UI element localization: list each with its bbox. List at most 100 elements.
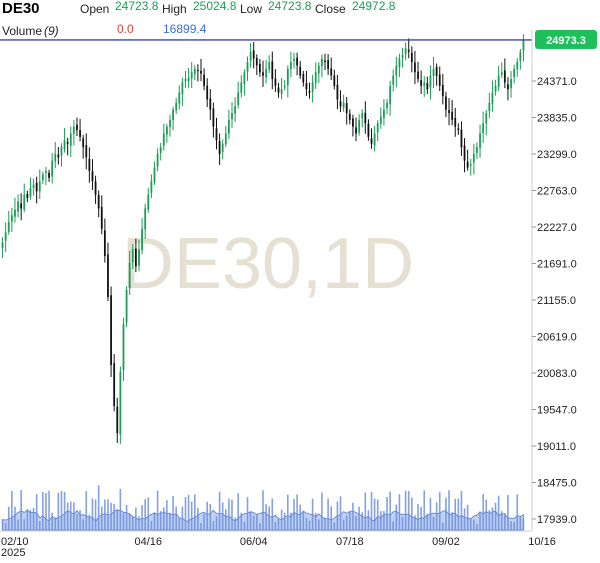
candle-body xyxy=(41,174,44,181)
candle-body xyxy=(376,123,379,133)
volume-bar xyxy=(221,502,224,530)
volume-bar xyxy=(513,521,515,530)
volume-bar xyxy=(17,519,19,530)
low-value: 24723.8 xyxy=(268,0,312,13)
candle-body xyxy=(361,113,364,119)
candle-body xyxy=(193,68,196,75)
candle-body xyxy=(134,248,137,267)
candle-body xyxy=(23,194,26,210)
candle-body xyxy=(395,65,398,76)
low-label: Low xyxy=(240,2,263,16)
candle-body xyxy=(420,80,423,86)
volume-bar xyxy=(476,523,478,530)
candle-body xyxy=(116,406,119,434)
volume-value-1: 0.0 xyxy=(117,22,134,36)
volume-bar xyxy=(417,503,419,530)
volume-bar xyxy=(345,515,348,530)
volume-bar xyxy=(119,488,122,530)
volume-bar xyxy=(392,521,395,530)
candle-body xyxy=(221,143,224,152)
last-price-label: 24973.3 xyxy=(546,35,586,47)
volume-bar xyxy=(209,503,212,530)
volume-bar xyxy=(327,498,329,530)
candle-body xyxy=(79,130,81,137)
volume-bar xyxy=(349,511,351,530)
volume-bar xyxy=(507,494,509,530)
volume-bar xyxy=(159,511,162,530)
volume-bar xyxy=(463,508,466,530)
volume-bar xyxy=(135,507,137,530)
volume-bar xyxy=(45,492,47,530)
volume-bar xyxy=(23,519,26,530)
candle-body xyxy=(392,75,395,85)
candle-body xyxy=(417,71,419,80)
candle-body xyxy=(383,109,385,118)
volume-bar xyxy=(144,499,146,530)
candle-body xyxy=(314,72,317,84)
candle-body xyxy=(162,133,165,146)
candle-body xyxy=(88,158,91,171)
candle-body xyxy=(488,102,491,112)
candle-body xyxy=(48,172,50,178)
volume-bar xyxy=(203,514,205,530)
candle-body xyxy=(234,106,236,114)
y-tick-label: 23835.0 xyxy=(537,113,577,125)
volume-bar xyxy=(314,512,317,530)
volume-bar xyxy=(94,499,97,530)
volume-bar xyxy=(234,517,236,530)
volume-value-2: 16899.4 xyxy=(163,22,207,36)
candle-body xyxy=(206,85,209,100)
volume-bar xyxy=(367,510,370,530)
volume-bar xyxy=(271,498,274,530)
candle-body xyxy=(45,170,47,173)
candle-body xyxy=(212,108,215,127)
candle-body xyxy=(407,49,410,52)
candle-body xyxy=(91,171,94,182)
candle-body xyxy=(249,51,252,61)
volume-bar xyxy=(473,519,475,530)
y-tick-label: 17939.0 xyxy=(537,514,577,526)
volume-bar xyxy=(491,507,494,530)
volume-bar xyxy=(122,513,125,530)
candle-body xyxy=(203,74,205,86)
candle-body xyxy=(485,113,488,124)
x-tick-label: 09/02 xyxy=(432,536,460,548)
volume-bar xyxy=(398,494,401,530)
candle-body xyxy=(290,62,292,70)
y-tick-label: 19011.0 xyxy=(537,441,576,453)
x-tick-year-label: 2025 xyxy=(1,547,25,558)
candle-body xyxy=(196,69,199,71)
watermark: DE30,1D xyxy=(122,224,414,304)
candle-body xyxy=(500,72,503,76)
candle-body xyxy=(510,79,512,89)
candle-body xyxy=(507,84,509,90)
volume-bar xyxy=(429,497,432,530)
volume-bar xyxy=(79,510,81,530)
candle-body xyxy=(367,123,370,137)
volume-bar xyxy=(494,502,497,530)
candle-body xyxy=(97,194,100,209)
volume-bar xyxy=(57,492,60,530)
volume-bar xyxy=(265,504,267,530)
volume-bar xyxy=(206,501,208,530)
candle-body xyxy=(423,82,426,86)
volume-bar xyxy=(268,506,271,530)
candle-body xyxy=(107,254,109,297)
volume-bar xyxy=(414,515,416,530)
candle-body xyxy=(138,249,140,266)
volume-bar xyxy=(231,499,233,530)
candle-body xyxy=(178,92,181,104)
candle-body xyxy=(364,112,367,124)
candle-body xyxy=(224,133,227,145)
volume-bar xyxy=(73,502,75,530)
volume-bar xyxy=(510,521,512,530)
volume-bar xyxy=(255,513,258,530)
volume-bar xyxy=(42,492,44,530)
volume-bar xyxy=(479,513,481,530)
volume-bar xyxy=(497,495,500,530)
volume-bar xyxy=(358,506,360,530)
volume-period: (9) xyxy=(44,24,59,38)
volume-bar xyxy=(224,509,227,530)
volume-bar xyxy=(308,520,311,530)
